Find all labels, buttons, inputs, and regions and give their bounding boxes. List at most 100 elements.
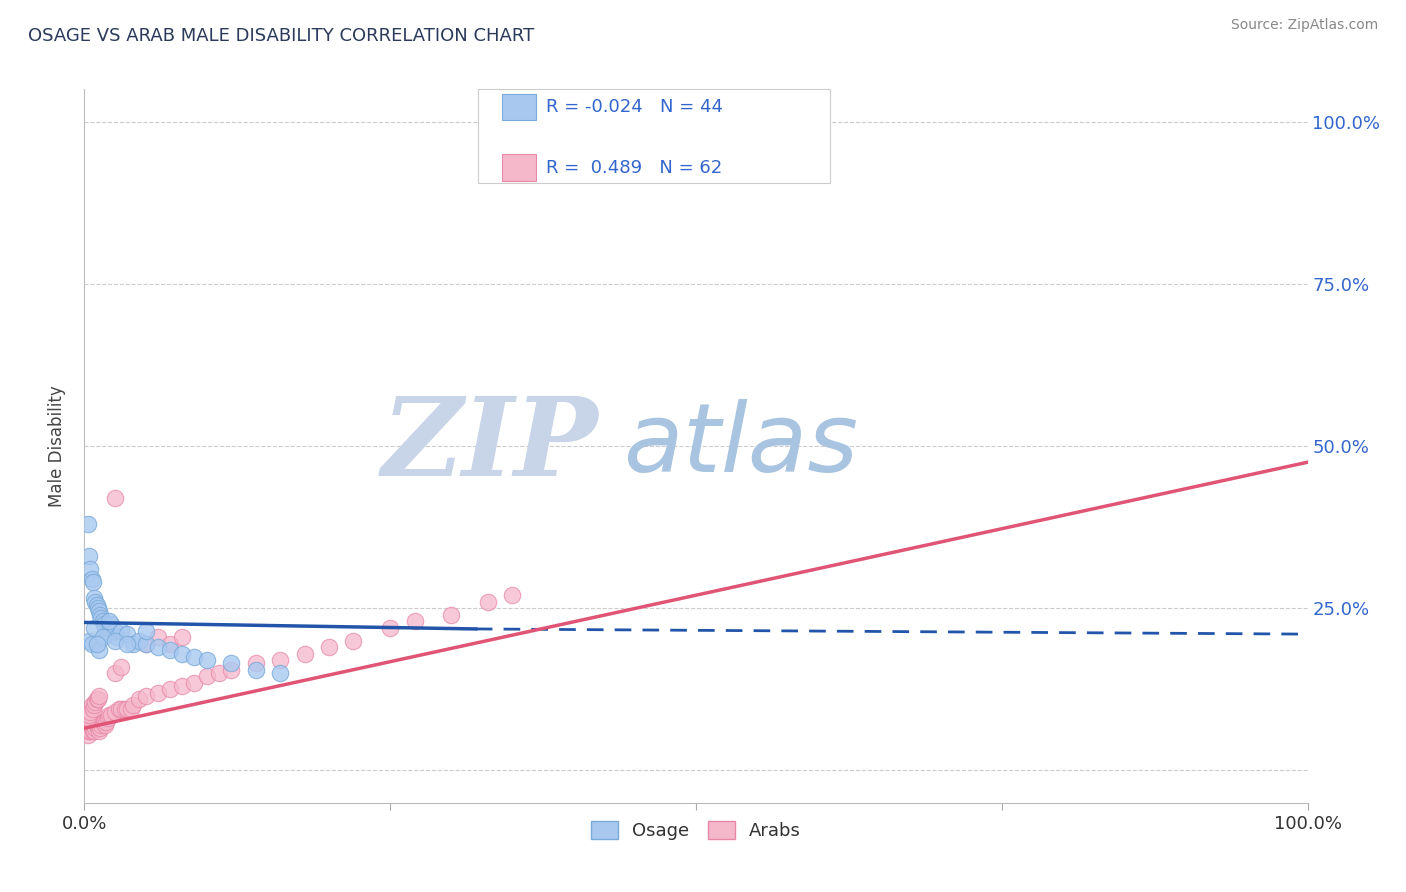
Point — [440, 607, 463, 622]
Text: OSAGE VS ARAB MALE DISABILITY CORRELATION CHART: OSAGE VS ARAB MALE DISABILITY CORRELATIO… — [28, 27, 534, 45]
Point — [84, 695, 107, 709]
Point — [135, 637, 157, 651]
Point — [94, 718, 117, 732]
Point — [87, 692, 110, 706]
Point — [97, 621, 120, 635]
Point — [86, 718, 108, 732]
Point — [128, 633, 150, 648]
Point — [245, 663, 267, 677]
Point — [86, 692, 108, 706]
Point — [128, 692, 150, 706]
Point — [183, 675, 205, 690]
Point — [97, 614, 120, 628]
Point — [269, 666, 291, 681]
Point — [115, 637, 138, 651]
Point — [80, 637, 103, 651]
Point — [135, 624, 157, 638]
Point — [87, 689, 110, 703]
Point — [208, 666, 231, 681]
Text: atlas: atlas — [623, 400, 858, 492]
Point — [87, 643, 110, 657]
Point — [82, 702, 104, 716]
Point — [318, 640, 340, 654]
Point — [97, 627, 120, 641]
Point — [90, 611, 112, 625]
Point — [146, 685, 169, 699]
Point — [96, 624, 118, 638]
Text: ZIP: ZIP — [381, 392, 598, 500]
Point — [219, 663, 242, 677]
Point — [96, 714, 118, 729]
Point — [110, 702, 132, 716]
Point — [195, 653, 218, 667]
Point — [110, 659, 132, 673]
Point — [100, 708, 122, 723]
Point — [100, 617, 122, 632]
Point — [91, 631, 114, 645]
Point — [219, 657, 242, 671]
Point — [79, 562, 101, 576]
Point — [135, 689, 157, 703]
Point — [146, 640, 169, 654]
Point — [79, 724, 101, 739]
Point — [94, 621, 117, 635]
Point — [77, 549, 100, 564]
Point — [80, 721, 103, 735]
Point — [172, 647, 194, 661]
Point — [76, 724, 98, 739]
Point — [77, 728, 100, 742]
Point — [84, 721, 107, 735]
Point — [87, 721, 110, 735]
Point — [90, 718, 112, 732]
Point — [87, 724, 110, 739]
Point — [159, 682, 181, 697]
Text: R = -0.024   N = 44: R = -0.024 N = 44 — [546, 98, 723, 116]
Point — [104, 491, 127, 505]
Point — [146, 631, 169, 645]
Point — [77, 516, 100, 531]
Point — [380, 621, 402, 635]
Legend: Osage, Arabs: Osage, Arabs — [583, 814, 808, 847]
Point — [87, 604, 110, 618]
Point — [93, 714, 115, 729]
Point — [245, 657, 267, 671]
Point — [502, 588, 524, 602]
Point — [93, 617, 115, 632]
Point — [87, 601, 110, 615]
Point — [77, 633, 100, 648]
Text: Source: ZipAtlas.com: Source: ZipAtlas.com — [1230, 18, 1378, 32]
Point — [104, 633, 127, 648]
Point — [114, 702, 136, 716]
Point — [110, 624, 132, 638]
Point — [97, 711, 120, 725]
Point — [172, 679, 194, 693]
Point — [107, 702, 129, 716]
Point — [91, 614, 114, 628]
Point — [120, 702, 142, 716]
Point — [104, 624, 127, 638]
Text: R =  0.489   N = 62: R = 0.489 N = 62 — [546, 159, 721, 177]
Point — [86, 637, 108, 651]
Y-axis label: Male Disability: Male Disability — [48, 385, 66, 507]
Point — [83, 698, 105, 713]
Point — [115, 627, 138, 641]
Point — [80, 572, 103, 586]
Point — [82, 724, 104, 739]
Point — [172, 631, 194, 645]
Point — [79, 705, 101, 719]
Point — [159, 637, 181, 651]
Point — [104, 666, 127, 681]
Point — [89, 607, 111, 622]
Point — [82, 575, 104, 590]
Point — [294, 647, 316, 661]
Point — [269, 653, 291, 667]
Point — [104, 705, 127, 719]
Point — [97, 708, 120, 723]
Point — [77, 711, 100, 725]
Point — [77, 724, 100, 739]
Point — [80, 698, 103, 713]
Point — [86, 598, 108, 612]
Point — [342, 633, 364, 648]
Point — [84, 595, 107, 609]
Point — [89, 721, 111, 735]
